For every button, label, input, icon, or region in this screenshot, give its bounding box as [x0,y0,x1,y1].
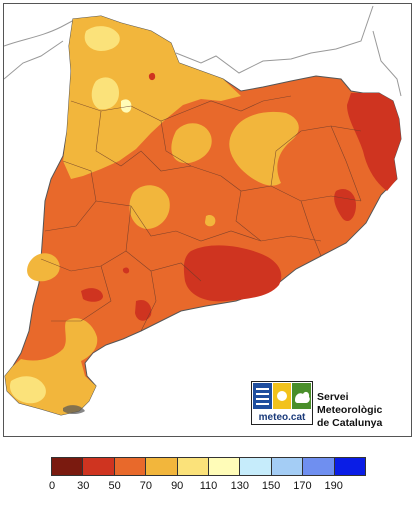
region-30-50-spot-n [148,72,156,81]
region-70-90-mid [129,185,170,229]
region-30-50-coast [183,245,282,302]
comarca-boundaries [40,95,362,332]
legend-tick-label: 70 [139,480,153,492]
legend-swatch [83,458,115,475]
region-70-90-spot [205,214,216,227]
meteocat-logo: meteo.cat [251,381,313,425]
outer-border-west [4,18,77,80]
legend-swatch [146,458,178,475]
region-30-50-south [135,299,152,321]
ebro-delta [63,405,85,414]
region-70-90-center [171,123,212,164]
legend-swatch [177,458,210,475]
region-30-50-northeast [347,93,401,191]
legend-tick-label: 110 [199,480,218,492]
outer-border-north [175,5,402,97]
organization-line-2: de Catalunya [317,417,383,429]
logo-graphic [253,383,311,409]
region-30-50-spot-s [122,267,130,274]
region-110-130-spot [121,99,132,113]
organization-name: Servei Meteorològic de Catalunya [317,391,411,430]
legend-swatch [209,458,241,475]
legend-tick-label: 0 [48,480,56,492]
region-90-110-nw [91,77,119,110]
legend-swatch [271,458,304,475]
legend-swatch [240,458,272,475]
legend-swatch [114,458,147,475]
legend-tick-label: 50 [108,480,121,492]
legend-tick-label: 30 [77,480,90,492]
region-30-50-east [334,188,356,222]
map-frame: meteo.cat Servei Meteorològic de Catalun… [3,3,412,437]
legend-tick-label: 90 [171,480,184,492]
logo-text: meteo.cat [258,412,306,423]
logo-blue-panel [253,383,272,409]
legend-tick-label: 130 [230,480,249,492]
legend-tick-label: 170 [293,480,312,492]
legend-swatch [303,458,335,475]
sun-icon [277,391,287,401]
cloud-icon [295,391,310,403]
legend-tick-label: 150 [261,480,281,492]
region-90-110-south [9,376,46,404]
region-70-90-north [63,16,241,179]
region-70-90-east [229,111,299,186]
region-70-90-west [27,253,60,282]
legend-swatch [334,458,366,475]
legend-swatch [52,458,84,475]
color-legend [51,457,366,476]
organization-line-1: Servei Meteorològic [317,391,383,416]
region-30-50-west [81,288,103,302]
region-90-110-north [84,26,120,51]
legend-labels: 0 30 50 70 90 110 130 150 170 190 [0,480,414,494]
catalonia-map [4,5,402,416]
legend-tick-label: 190 [324,480,343,492]
